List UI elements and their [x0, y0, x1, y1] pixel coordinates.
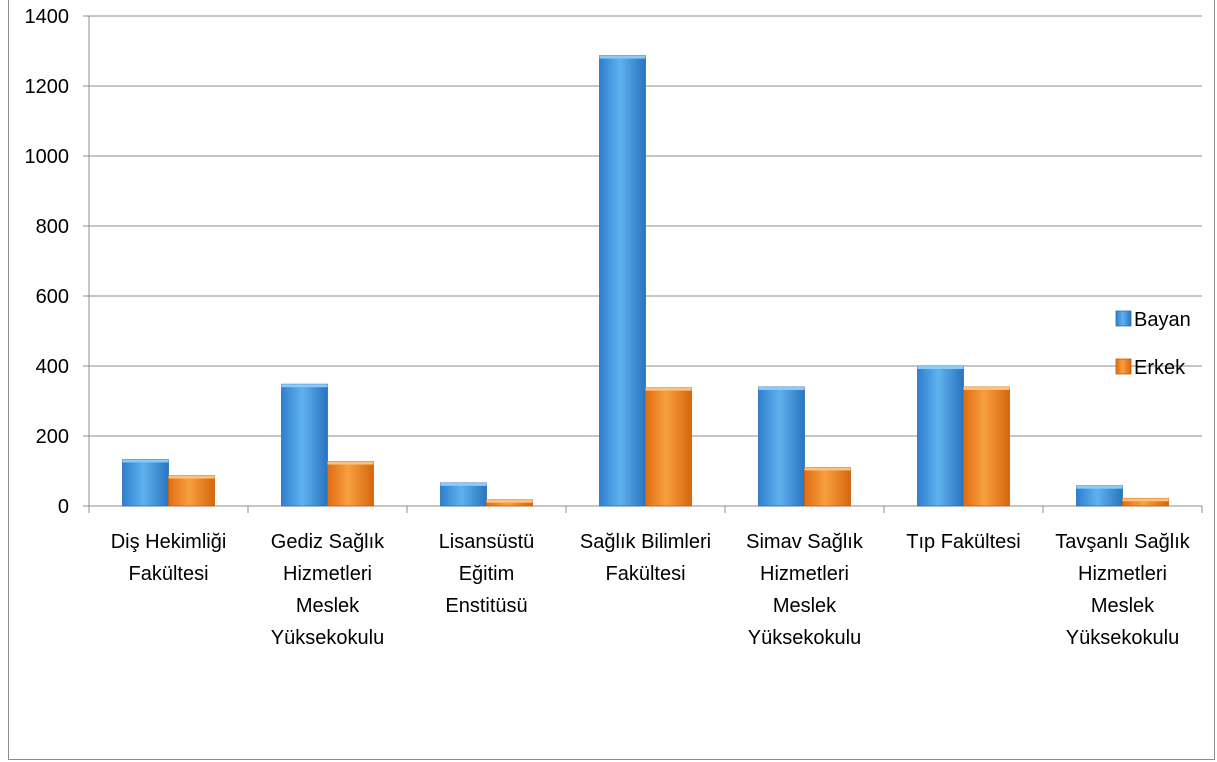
y-tick-label: 1200	[25, 76, 70, 98]
bar-top-highlight	[440, 482, 487, 486]
bar-top-highlight	[599, 55, 646, 59]
legend: Bayan Erkek	[1115, 309, 1191, 379]
bar-bayan	[1076, 485, 1123, 507]
bar-top-highlight	[963, 387, 1010, 390]
y-tick-label: 800	[36, 216, 69, 238]
x-category-label: Simav Sağlık	[746, 531, 864, 553]
bar-erkek	[168, 475, 215, 507]
x-category-label: Meslek	[1091, 595, 1155, 617]
bar-bayan	[758, 386, 805, 507]
x-category-label: Fakültesi	[128, 563, 208, 585]
legend-swatch-bayan	[1115, 310, 1132, 327]
x-category-label: Enstitüsü	[445, 595, 527, 617]
bar-top-highlight	[168, 475, 215, 479]
x-category-label: Yüksekokulu	[748, 627, 861, 649]
x-category-label: Meslek	[773, 595, 837, 617]
bar-top-highlight	[122, 459, 169, 463]
bar-bayan	[281, 383, 328, 507]
bar-top-highlight	[1076, 485, 1123, 489]
bar-erkek	[327, 461, 374, 507]
x-category-label: Hizmetleri	[1078, 563, 1167, 585]
x-category-label: Yüksekokulu	[271, 627, 384, 649]
y-tick-labels: 0 200 400 600 800 1000 1200 1400	[25, 6, 70, 518]
legend-label-bayan: Bayan	[1134, 309, 1191, 331]
bar-bayan	[599, 55, 646, 507]
bar-top-highlight	[486, 499, 533, 503]
x-category-label: Fakültesi	[605, 563, 685, 585]
bar-bayan	[917, 365, 964, 507]
y-tick-label: 400	[36, 356, 69, 378]
x-category-label: Hizmetleri	[283, 563, 372, 585]
bar-top-highlight	[917, 366, 964, 369]
bar-bayan	[440, 482, 487, 507]
y-tick-label: 1000	[25, 146, 70, 168]
y-tick-label: 0	[58, 496, 69, 518]
x-category-label: Hizmetleri	[760, 563, 849, 585]
bars	[122, 55, 1169, 507]
x-category-label: Gediz Sağlık	[271, 531, 385, 553]
bar-erkek	[645, 387, 692, 507]
x-category-label: Eğitim	[459, 563, 515, 585]
bar-top-highlight	[645, 387, 692, 391]
bar-erkek	[804, 467, 851, 507]
y-tick-label: 1400	[25, 6, 70, 28]
legend-label-erkek: Erkek	[1134, 357, 1186, 379]
bar-top-highlight	[1122, 498, 1169, 502]
legend-swatch-erkek	[1115, 358, 1132, 375]
bar-top-highlight	[804, 467, 851, 471]
bar-top-highlight	[758, 387, 805, 390]
x-category-label: Lisansüstü	[439, 531, 535, 553]
x-category-label: Yüksekokulu	[1066, 627, 1179, 649]
x-category-label: Tavşanlı Sağlık	[1055, 531, 1191, 553]
y-tick-label: 600	[36, 286, 69, 308]
x-category-labels: Diş Hekimliği Fakültesi Gediz Sağlık Hizmet…	[111, 531, 1191, 649]
bar-erkek	[963, 386, 1010, 507]
y-tick-label: 200	[36, 426, 69, 448]
x-category-label: Meslek	[296, 595, 360, 617]
bar-top-highlight	[327, 461, 374, 465]
x-category-label: Sağlık Bilimleri	[580, 531, 711, 553]
x-category-label: Diş Hekimliği	[111, 531, 227, 553]
bar-bayan	[122, 459, 169, 507]
bar-top-highlight	[281, 384, 328, 388]
x-category-label: Tıp Fakültesi	[906, 531, 1020, 553]
